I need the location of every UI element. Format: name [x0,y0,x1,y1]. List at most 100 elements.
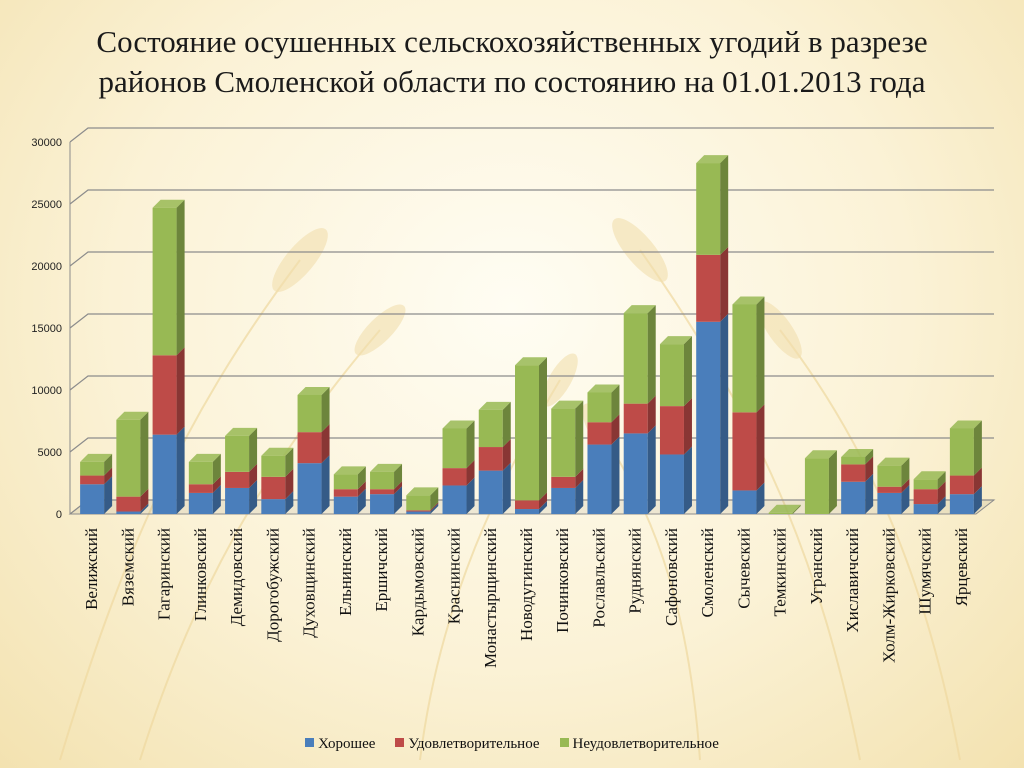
bar-segment-side [575,400,584,477]
bar-segment [913,489,938,505]
bar-top [804,450,837,459]
bar-segment-side [104,467,113,485]
bar-segment [659,406,684,455]
category-label: Починковский [553,528,572,633]
bar-segment [116,511,141,514]
bar-segment [116,419,141,497]
bar-top [478,401,511,410]
bar-segment [225,487,250,514]
category-label: Холм-Жирковский [879,528,898,663]
category-label: Сафоновский [662,528,681,626]
bar-segment [732,412,757,491]
bar-segment-side [140,411,149,497]
legend-label: Удовлетворительное [408,736,540,752]
y-tick-label: 25000 [31,199,62,211]
bar-segment [370,489,395,495]
category-label: Дорогобужский [263,528,282,642]
bar-segment-side [575,468,584,488]
bar-segment-side [865,456,874,482]
bar-segment [696,254,721,322]
bar-segment-side [140,503,149,514]
bar-segment [116,496,141,512]
bar-segment-side [176,347,185,435]
legend-swatch [395,738,405,747]
bar-segment-side [466,460,475,486]
bar-segment-side [104,453,113,476]
bar-segment-side [285,468,294,500]
y-tick-label: 10000 [31,385,62,397]
bar-segment-side [539,357,547,501]
bar-segment [297,394,322,433]
bar-segment [370,471,395,490]
bar-segment [696,321,721,514]
chart-legend: Хорошее Удовлетворительное Неудовлетворите… [0,736,1024,753]
bar-segment-side [502,439,511,471]
bar-segment-side [502,462,511,514]
bar-segment-side [321,455,330,514]
bar-segment-side [647,305,656,404]
bar-segment [261,476,286,500]
bar-top [406,487,439,496]
bar-segment [587,392,612,423]
bar-segment [949,428,974,476]
bar-top [659,336,692,345]
category-label: Ершичский [372,528,391,612]
bar-segment-side [285,491,294,514]
bar-segment-side [466,420,475,469]
gridline [69,127,994,143]
bar-segment [406,510,431,512]
bar-segment [841,481,866,514]
bar-top [152,199,185,208]
bar-segment-side [249,463,258,488]
bar-segment [515,365,539,501]
bar-segment [406,495,431,511]
category-label: Гагаринский [155,528,174,620]
bar-segment-side [357,481,366,497]
bar-segment-side [249,427,258,472]
bar-segment [442,485,467,514]
gridline [69,437,994,453]
gridline [69,251,994,267]
bar-segment-side [756,482,765,514]
bar-segment [478,470,503,514]
bar-segment-side [937,471,946,490]
bar-segment-side [937,481,946,505]
bar-segment-side [611,414,620,445]
bar-top [949,420,982,429]
category-label: Вяземский [118,528,137,606]
bar-segment [877,465,902,487]
bar-segment [261,499,286,514]
bar-top [80,453,113,462]
category-label: Угранский [807,528,826,605]
y-tick-label: 5000 [38,447,62,459]
legend-item: Неудовлетворительное [559,736,719,753]
bar-segment-side [502,401,511,448]
bar-segment-side [140,488,149,512]
bar-segment [877,492,902,514]
bar-segment-side [249,479,258,514]
bar-segment [587,422,612,445]
bar-segment [333,474,358,490]
bar-segment-side [973,420,982,476]
category-label: Ярцевский [952,528,971,606]
bar-top [116,411,149,420]
bar-segment-side [212,453,221,485]
bar-segment-side [285,447,294,477]
category-label: Темкинский [771,528,790,617]
bar-top [551,400,584,409]
bar-segment-side [828,450,837,514]
bar-segment [80,461,105,476]
bar-segment-side [973,467,982,495]
bar-segment-side [973,486,982,514]
bar-segment [841,464,866,482]
chart-title-line1: Состояние осушенных сельскохозяйственных… [96,24,928,59]
bar-segment-side [212,484,221,514]
bar-segment-side [720,313,729,514]
bar-segment-side [611,384,620,423]
bar-top [188,453,221,462]
bar-segment-side [683,336,692,407]
bar-segment [732,490,757,514]
bar-segment [297,463,322,514]
bar-segment [768,512,793,514]
bar-segment [261,455,286,477]
